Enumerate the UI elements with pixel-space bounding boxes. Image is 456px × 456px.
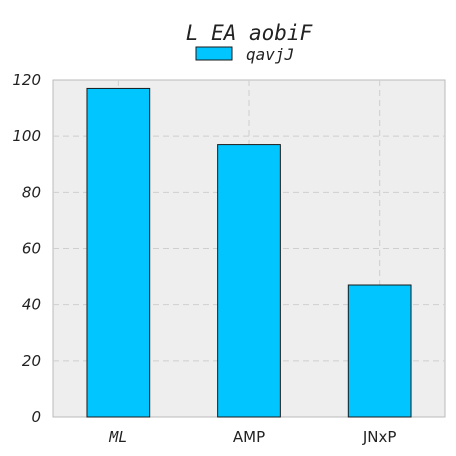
y-tick-label: 40	[22, 296, 41, 314]
y-tick-label: 80	[22, 183, 41, 201]
bars	[86, 87, 412, 418]
legend: qavjJ	[195, 45, 294, 64]
y-tick-label: 0	[31, 408, 41, 426]
chart-title: L EA aobiF	[186, 21, 313, 45]
y-tick-label: 60	[22, 240, 41, 258]
y-tick-label: 100	[12, 127, 41, 145]
y-tick-labels: 0 20 40 60 80 100 120	[12, 71, 41, 426]
bar-jnxp	[347, 284, 412, 418]
x-tick-label: AMP	[233, 428, 265, 446]
x-tick-label: ML	[108, 428, 127, 446]
legend-label: qavjJ	[246, 45, 294, 64]
legend-swatch	[195, 46, 233, 61]
y-tick-label: 120	[12, 71, 41, 89]
bar-amp	[217, 144, 281, 418]
y-tick-label: 20	[22, 352, 41, 370]
bar-ml	[86, 87, 151, 418]
x-tick-labels: ML AMP JNxP	[108, 428, 396, 446]
x-tick-label: JNxP	[362, 428, 397, 446]
